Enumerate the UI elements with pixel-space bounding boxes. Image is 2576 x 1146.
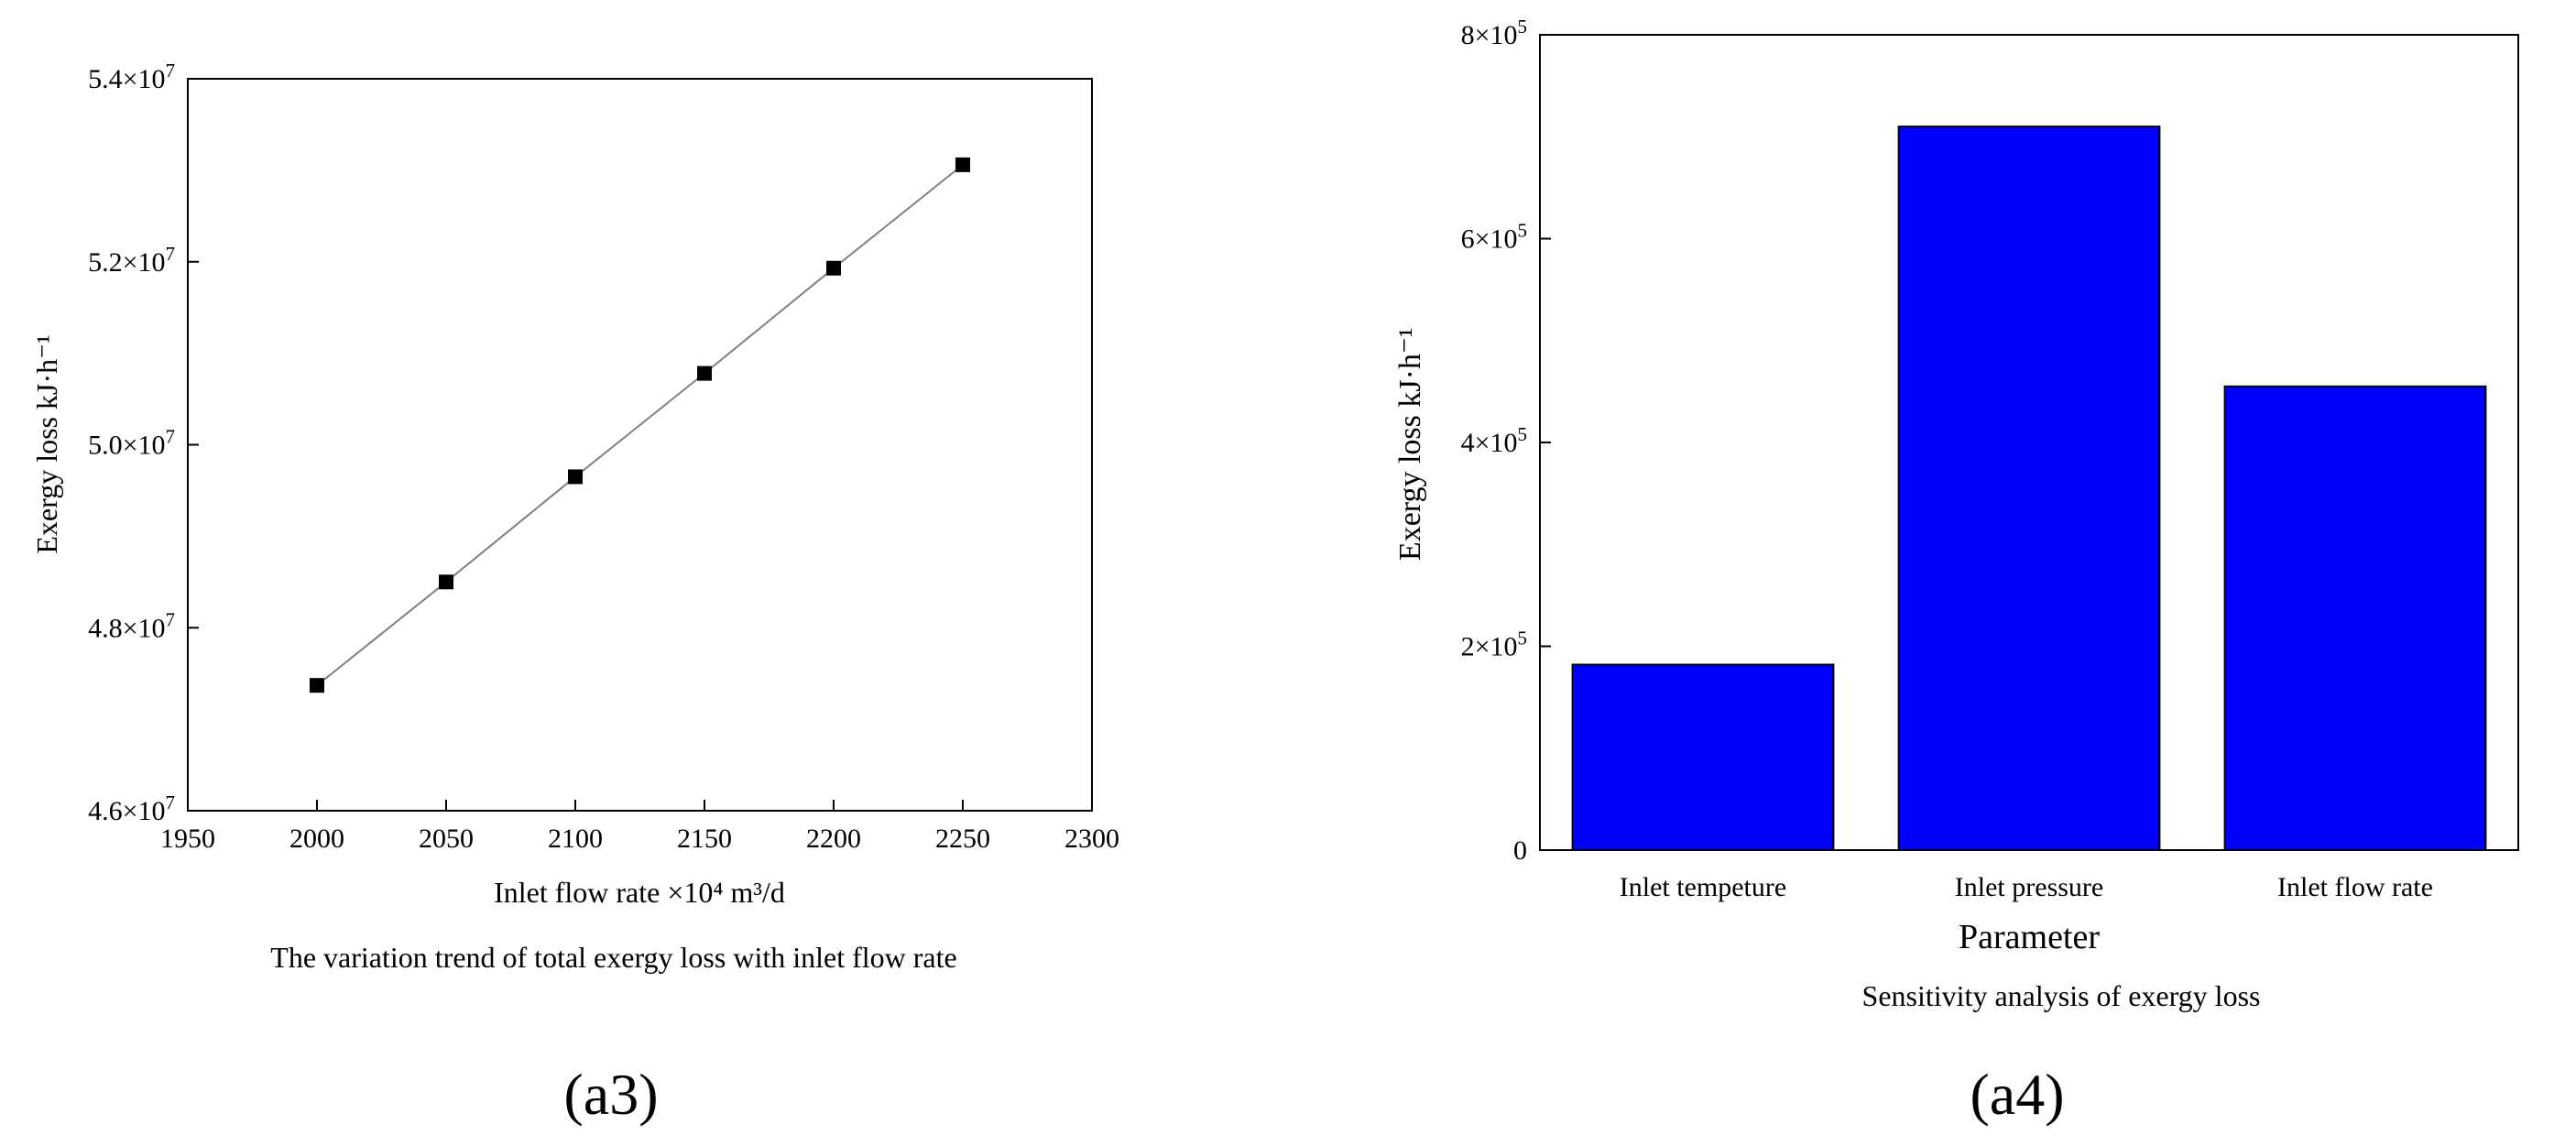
plot-frame-a3 bbox=[187, 78, 1093, 812]
x-tick-label: 2150 bbox=[677, 824, 732, 854]
bar bbox=[1571, 663, 1835, 852]
data-point bbox=[310, 678, 324, 693]
y-axis-ticks-a3: 4.6×107 4.8×107 5.0×107 5.2×107 5.4×107 bbox=[88, 60, 199, 826]
x-tick-label: 2300 bbox=[1064, 824, 1119, 854]
x-category-label: Inlet pressure bbox=[1955, 872, 2103, 902]
y-axis-ticks-a4: 0 2×105 4×105 6×105 8×105 bbox=[1461, 16, 1551, 866]
x-category-label: Inlet tempeture bbox=[1620, 872, 1786, 902]
y-tick-label: 5.0×107 bbox=[88, 426, 175, 461]
x-tick-label: 2000 bbox=[289, 824, 344, 854]
y-tick-label: 4.6×107 bbox=[88, 791, 175, 826]
data-point bbox=[955, 157, 970, 172]
series-a3 bbox=[310, 157, 970, 693]
x-tick-label: 2100 bbox=[548, 824, 603, 854]
series-line bbox=[316, 164, 964, 686]
y-tick-label: 5.4×107 bbox=[88, 60, 175, 94]
x-tick-label: 2250 bbox=[935, 824, 990, 854]
caption-a3: The variation trend of total exergy loss… bbox=[270, 941, 956, 974]
x-tick-label: 1950 bbox=[160, 824, 215, 854]
y-tick-label: 6×105 bbox=[1461, 220, 1527, 255]
line-chart-a3: 1950 2000 2050 2100 2150 2200 2250 2300 4.6×107… bbox=[30, 60, 1119, 1127]
bars-a4 bbox=[1571, 126, 2487, 852]
x-tick-label: 2200 bbox=[806, 824, 861, 854]
bar bbox=[1897, 126, 2161, 851]
y-tick-label: 0 bbox=[1513, 835, 1527, 866]
data-point bbox=[697, 366, 712, 381]
x-axis-ticks-a3: 1950 2000 2050 2100 2150 2200 2250 2300 bbox=[160, 800, 1119, 854]
x-category-label: Inlet flow rate bbox=[2277, 872, 2433, 902]
y-tick-label: 5.2×107 bbox=[88, 243, 175, 278]
y-tick-label: 2×105 bbox=[1461, 628, 1527, 662]
y-tick-label: 4×105 bbox=[1461, 423, 1527, 458]
y-axis-label-a3: Exergy loss kJ·h⁻¹ bbox=[30, 334, 63, 553]
y-tick-label: 4.8×107 bbox=[88, 608, 175, 643]
x-tick-label: 2050 bbox=[419, 824, 474, 854]
panel-label-a4: (a4) bbox=[1970, 1062, 2064, 1127]
bar bbox=[2223, 385, 2487, 851]
data-point bbox=[439, 574, 453, 590]
data-point bbox=[568, 469, 583, 485]
x-axis-label-a3: Inlet flow rate ×10⁴ m³/d bbox=[494, 876, 785, 909]
panel-label-a3: (a3) bbox=[563, 1062, 658, 1127]
x-axis-ticks-a4: Inlet tempeture Inlet pressure Inlet flow … bbox=[1620, 872, 2433, 902]
data-point bbox=[826, 260, 841, 276]
x-axis-label-a4: Parameter bbox=[1959, 918, 2100, 956]
y-axis-label-a4: Exergy loss kJ·h⁻¹ bbox=[1393, 328, 1427, 561]
caption-a4: Sensitivity analysis of exergy loss bbox=[1862, 979, 2261, 1012]
y-tick-label: 8×105 bbox=[1461, 16, 1527, 50]
